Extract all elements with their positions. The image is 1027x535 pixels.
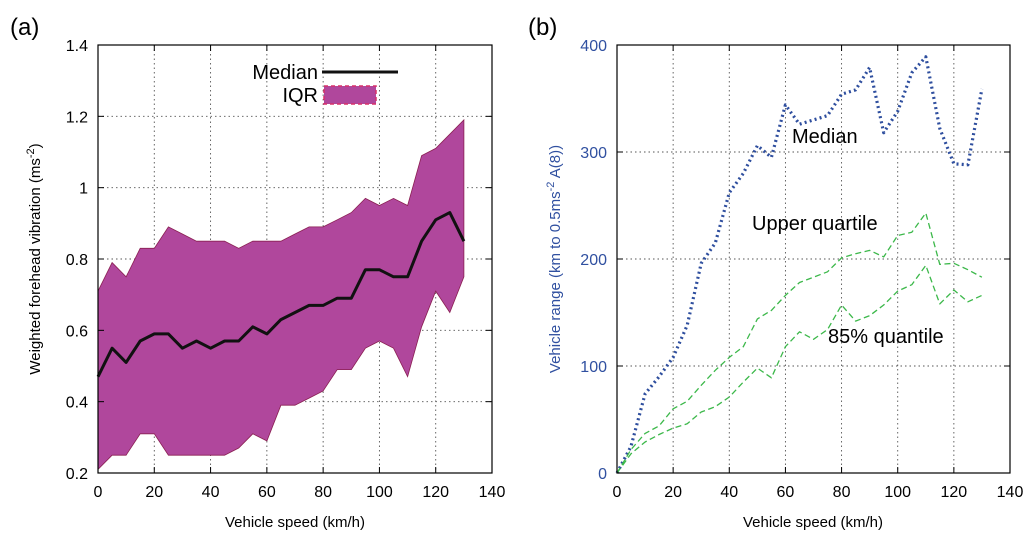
panel-b-y-axis-label-text: Vehicle range (km to 0.5ms: [547, 191, 564, 373]
panel-a-ytick-label: 0.4: [66, 395, 88, 412]
median-line: [96, 211, 466, 378]
panel-a-ytick-label: 0.8: [66, 252, 88, 269]
panel-a-xtick-label: 60: [258, 484, 276, 501]
panel-a-ytick-label: 1.2: [66, 109, 88, 126]
iqr-band: [97, 118, 465, 471]
panel-b-x-axis-label: Vehicle speed (km/h): [743, 514, 883, 531]
panel-b-ytick-label: 400: [580, 38, 607, 55]
panel-b-y-axis-label: Vehicle range (km to 0.5ms-2 A(8)): [545, 145, 564, 373]
panel-b-xtick-label: 80: [833, 484, 851, 501]
panel-a-y-ticks: 0.2 0.4 0.6 0.8 1 1.2 1.4: [66, 38, 492, 483]
panel-a-xtick-label: 0: [94, 484, 103, 501]
annotation-85-quantile: 85% quantile: [828, 326, 944, 348]
panel-b-xtick-label: 0: [613, 484, 622, 501]
panel-a-y-axis-label: Weighted forehead vibration (ms-2): [25, 143, 44, 374]
panel-a-label: (a): [10, 14, 39, 41]
panel-a-lines: [96, 211, 466, 378]
panel-a-ytick-label: 1: [79, 181, 88, 198]
panel-b-ytick-label: 300: [580, 145, 607, 162]
panel-a-y-axis-label-tail: ): [27, 143, 44, 148]
annotation-upper-quartile: Upper quartile: [752, 213, 878, 235]
series-line-upper-quartile: [616, 212, 983, 474]
panel-b-xtick-label: 20: [664, 484, 682, 501]
panel-b-xtick-label: 100: [884, 484, 911, 501]
panel-b-ytick-label: 200: [580, 252, 607, 269]
panel-b-xtick-label: 140: [997, 484, 1024, 501]
panel-a-y-axis-label-text: Weighted forehead vibration (ms: [27, 158, 44, 375]
panel-b-grid: [617, 45, 1010, 473]
panel-a-xtick-label: 100: [366, 484, 393, 501]
panel-a-y-axis-label-sup: -2: [25, 148, 37, 158]
panel-a-xtick-label: 80: [314, 484, 332, 501]
annotation-median: Median: [792, 126, 858, 148]
panel-a-x-ticks: 0 20 40 60 80 100 120 140: [94, 45, 506, 501]
panel-b-x-ticks: 0 20 40 60 80 100 120 140: [613, 45, 1024, 501]
panel-b-xtick-label: 40: [720, 484, 738, 501]
panel-b-lines: [615, 55, 984, 474]
panel-b-ytick-label: 0: [598, 466, 607, 483]
panel-a-xtick-label: 120: [422, 484, 449, 501]
panel-a-iqr-band: [97, 118, 465, 471]
panel-a-xtick-label: 20: [145, 484, 163, 501]
legend-entry-iqr: IQR: [282, 85, 318, 107]
series-line-85-quantile: [616, 264, 983, 474]
legend-swatch-iqr: [323, 85, 377, 105]
panel-b-y-axis-label-tail: A(8)): [547, 145, 564, 182]
panel-a: 0 20 40 60 80 100 120 140 0.2 0.4 0.6 0.8 1 1.2 1.4 (…: [10, 14, 505, 531]
panel-b-ytick-label: 100: [580, 359, 607, 376]
panel-a-legend: Median IQR: [252, 62, 398, 107]
legend-entry-median: Median: [252, 62, 318, 84]
panel-b-y-ticks: 0 100 200 300 400: [580, 38, 1010, 483]
panel-b-y-axis-label-sup: -2: [545, 182, 557, 192]
panel-a-ytick-label: 0.2: [66, 466, 88, 483]
panel-a-xtick-label: 140: [479, 484, 506, 501]
panel-b-xtick-label: 60: [777, 484, 795, 501]
panel-a-ytick-label: 0.6: [66, 323, 88, 340]
panel-b: 0 20 40 60 80 100 120 140 0 100 200 300 400 (b) Veh…: [528, 14, 1023, 531]
panel-b-label: (b): [528, 14, 557, 41]
panel-a-xtick-label: 40: [202, 484, 220, 501]
panel-a-ytick-label: 1.4: [66, 38, 88, 55]
panel-a-x-axis-label: Vehicle speed (km/h): [225, 514, 365, 531]
panel-b-xtick-label: 120: [941, 484, 968, 501]
series-line-median: [615, 55, 984, 474]
